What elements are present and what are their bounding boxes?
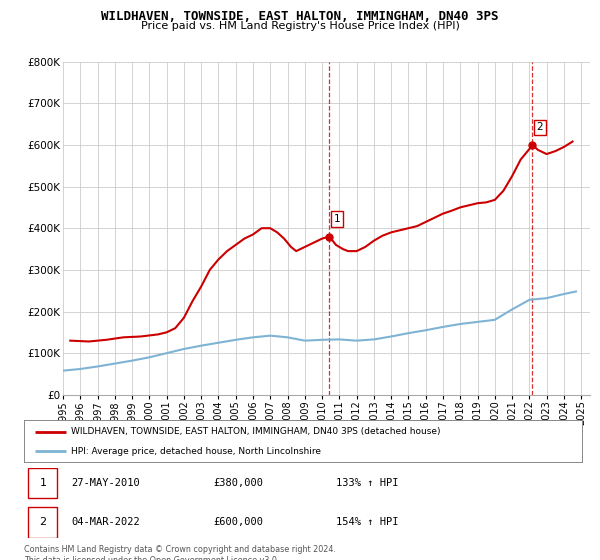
Text: Contains HM Land Registry data © Crown copyright and database right 2024.
This d: Contains HM Land Registry data © Crown c… <box>24 545 336 560</box>
Text: 1: 1 <box>40 478 46 488</box>
Text: £380,000: £380,000 <box>214 478 264 488</box>
Text: WILDHAVEN, TOWNSIDE, EAST HALTON, IMMINGHAM, DN40 3PS: WILDHAVEN, TOWNSIDE, EAST HALTON, IMMING… <box>101 10 499 22</box>
Text: 2: 2 <box>536 122 543 132</box>
Text: HPI: Average price, detached house, North Lincolnshire: HPI: Average price, detached house, Nort… <box>71 446 322 456</box>
FancyBboxPatch shape <box>28 507 58 538</box>
Text: 2: 2 <box>40 517 47 527</box>
Text: 1: 1 <box>334 214 340 224</box>
Text: Price paid vs. HM Land Registry's House Price Index (HPI): Price paid vs. HM Land Registry's House … <box>140 21 460 31</box>
Text: £600,000: £600,000 <box>214 517 264 527</box>
Text: 133% ↑ HPI: 133% ↑ HPI <box>337 478 399 488</box>
Text: 154% ↑ HPI: 154% ↑ HPI <box>337 517 399 527</box>
Text: 04-MAR-2022: 04-MAR-2022 <box>71 517 140 527</box>
Text: 27-MAY-2010: 27-MAY-2010 <box>71 478 140 488</box>
Text: WILDHAVEN, TOWNSIDE, EAST HALTON, IMMINGHAM, DN40 3PS (detached house): WILDHAVEN, TOWNSIDE, EAST HALTON, IMMING… <box>71 427 441 436</box>
FancyBboxPatch shape <box>28 468 58 498</box>
